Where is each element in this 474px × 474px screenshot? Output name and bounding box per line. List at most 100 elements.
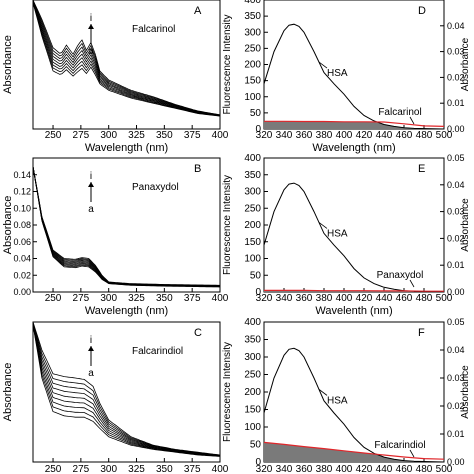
x-tick-label: 375 <box>184 464 201 474</box>
arrow-label-top: i <box>90 335 92 346</box>
panel-letter: D <box>418 5 426 17</box>
leader-line <box>318 222 328 229</box>
x-tick-label: 340 <box>276 293 293 304</box>
y-tick-label: 200 <box>244 60 261 71</box>
y-tick-label: 150 <box>244 76 261 87</box>
y-tick-label: 150 <box>244 405 261 416</box>
series-line-hsa <box>263 23 445 130</box>
arrow-head <box>88 24 94 29</box>
y2-tick-label: 0.00 <box>447 457 465 467</box>
x-axis-title: Wavelength (nm) <box>85 142 168 154</box>
x-tick-label: 500 <box>436 130 453 141</box>
x-tick-label: 400 <box>212 464 229 474</box>
x-tick-label: 380 <box>316 130 333 141</box>
series-label-compound: Panaxydol <box>377 270 424 281</box>
x-tick-label: 480 <box>416 293 433 304</box>
x-tick-label: 340 <box>276 464 293 474</box>
y-tick-label: 0.10 <box>13 203 31 213</box>
y-tick-label: 50 <box>250 108 262 119</box>
y2-tick-label: 0.03 <box>447 207 465 217</box>
y-tick-label: 200 <box>244 220 261 231</box>
y-tick-label: 0.02 <box>13 270 31 280</box>
y-tick-label: 0.04 <box>13 254 31 264</box>
absorbance-curve <box>32 166 221 287</box>
x-tick-label: 360 <box>296 293 313 304</box>
x-tick-label: 480 <box>416 464 433 474</box>
x-tick-label: 440 <box>376 293 393 304</box>
x-tick-label: 250 <box>45 130 62 141</box>
y2-tick-label: 0.05 <box>447 153 465 163</box>
leader-line <box>409 449 415 458</box>
x-tick-label: 340 <box>276 130 293 141</box>
absorbance-curve <box>32 166 220 286</box>
absorbance-curve <box>32 166 220 286</box>
y-tick-label: 300 <box>244 187 261 198</box>
panel-c: 250 275 300 325 350 375 400 C Absorbance i a Falcar… <box>2 321 229 474</box>
y-axis-title: Absorbance <box>2 196 14 255</box>
x-tick-label: 320 <box>256 130 273 141</box>
plot-frame <box>32 157 221 293</box>
absorbance-curve <box>32 1 221 116</box>
y2-tick-label: 0.01 <box>447 260 465 270</box>
y2-axis-title: Absorbance <box>460 37 471 91</box>
absorbance-curve <box>32 2 221 117</box>
x-tick-label: 325 <box>128 293 145 304</box>
panel-f: 320 340 360 380 400 420 440 460 480 500FFluoresce… <box>222 317 471 474</box>
x-tick-label: 500 <box>436 464 453 474</box>
y-tick-label: 0.08 <box>13 220 31 230</box>
absorbance-curve <box>32 322 221 456</box>
series-label-hsa: HSA <box>327 228 348 239</box>
leader-line <box>409 279 415 288</box>
plot-frame <box>32 0 221 130</box>
x-tick-label: 360 <box>296 130 313 141</box>
y2-tick-label: 0.00 <box>447 124 465 134</box>
y-tick-label: 250 <box>244 203 261 214</box>
y2-tick-label: 0.00 <box>447 287 465 297</box>
arrow-head <box>88 182 94 187</box>
y2-tick-label: 0.02 <box>447 72 465 82</box>
y2-tick-label: 0.03 <box>447 373 465 383</box>
overlap-area <box>264 121 414 129</box>
panel-a: 250 275 300 325 350 375 400 Wavelength (nm) A Abs… <box>2 0 229 154</box>
x-tick-label: 380 <box>316 464 333 474</box>
y-tick-label: 350 <box>244 335 261 346</box>
y-tick-label: 250 <box>244 370 261 381</box>
plot-frame <box>32 321 221 463</box>
absorbance-curve <box>32 322 221 456</box>
x-tick-label: 380 <box>316 293 333 304</box>
y2-tick-label: 0.02 <box>447 401 465 411</box>
x-tick-label: 500 <box>436 293 453 304</box>
y-tick-label: 350 <box>244 11 261 22</box>
x-tick-label: 275 <box>73 464 90 474</box>
arrow-label-top: i <box>90 171 92 182</box>
panel-b: 250 275 300 325 350 375 400 Wavelength (nm) B Abs… <box>2 157 229 317</box>
x-tick-label: 275 <box>73 130 90 141</box>
x-tick-label: 275 <box>73 293 90 304</box>
y-tick-label: 100 <box>244 92 261 103</box>
x-tick-label: 350 <box>156 130 173 141</box>
x-tick-label: 360 <box>296 464 313 474</box>
y-axis-title: Absorbance <box>2 35 14 94</box>
y-tick-label: 300 <box>244 27 261 38</box>
absorbance-curve <box>32 2 221 117</box>
x-tick-label: 375 <box>184 130 201 141</box>
y-axis-title: Fluorescence Intensity <box>222 175 233 275</box>
y-tick-label: 250 <box>244 43 261 54</box>
x-tick-label: 400 <box>336 464 353 474</box>
y2-tick-label: 0.05 <box>447 317 465 327</box>
y-tick-label: 150 <box>244 237 261 248</box>
series-line-absorbance <box>264 120 445 127</box>
x-tick-label: 440 <box>376 130 393 141</box>
series-line-hsa <box>263 347 445 463</box>
arrow-label-bottom: a <box>88 204 94 215</box>
series-line-hsa <box>263 182 445 293</box>
series-label-compound: Falcarindiol <box>374 440 425 451</box>
panel-letter: B <box>194 163 201 175</box>
x-tick-label: 460 <box>396 293 413 304</box>
x-tick-label: 400 <box>336 293 353 304</box>
x-tick-label: 350 <box>156 293 173 304</box>
x-axis-title: Wavelenth (nm) <box>315 305 392 317</box>
y-tick-label: 400 <box>244 153 261 164</box>
x-tick-label: 250 <box>45 293 62 304</box>
x-tick-label: 250 <box>45 464 62 474</box>
